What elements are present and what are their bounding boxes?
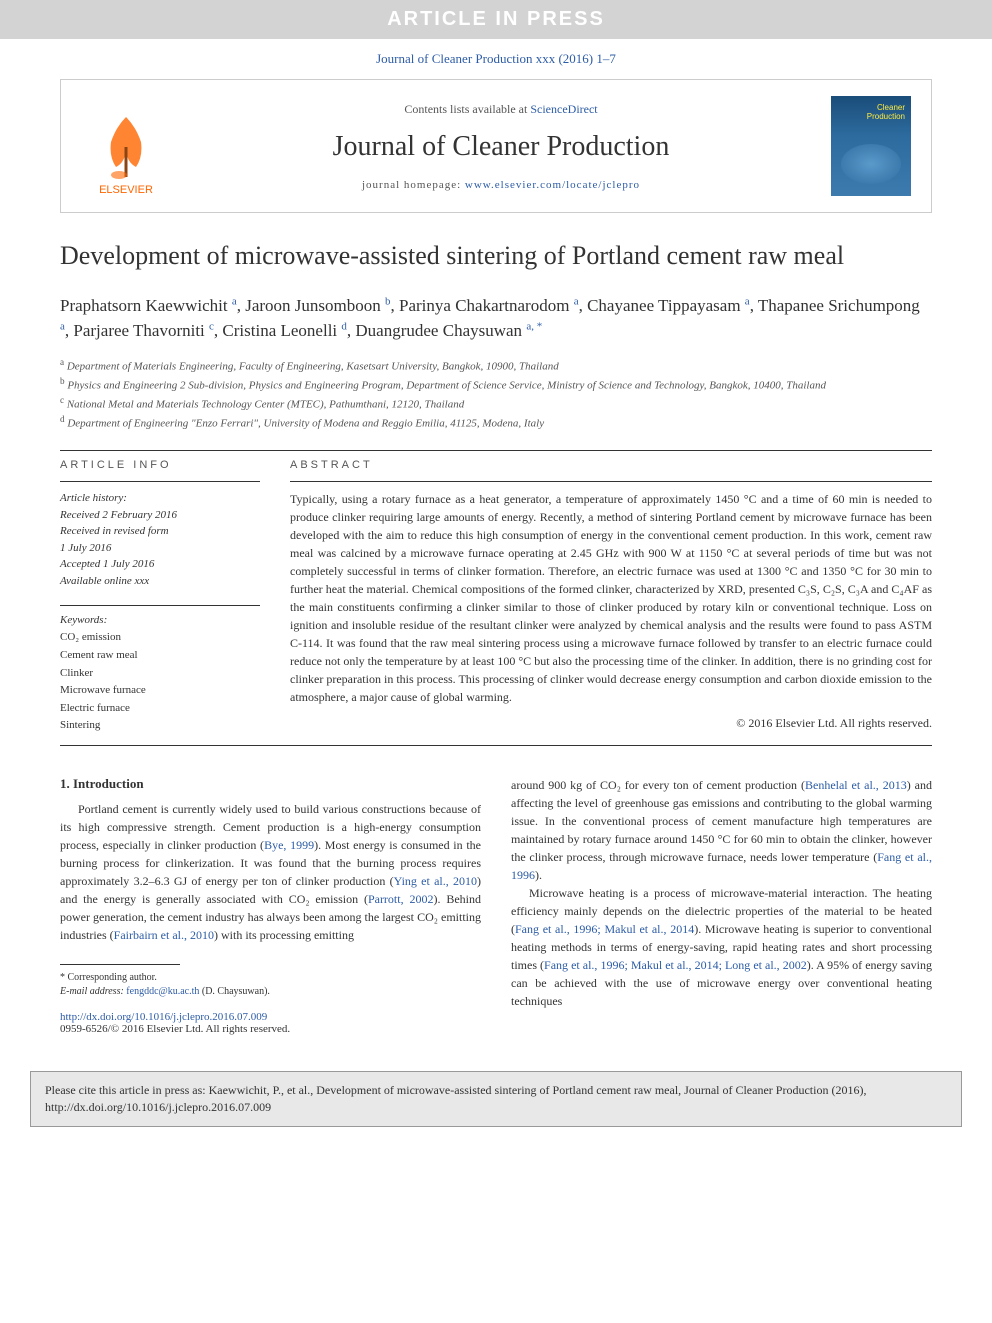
ref-fang-makul-long[interactable]: Fang et al., 1996; Makul et al., 2014; L… bbox=[544, 958, 807, 972]
affiliation-line: d Department of Engineering "Enzo Ferrar… bbox=[60, 413, 932, 432]
abstract-column: ABSTRACT Typically, using a rotary furna… bbox=[290, 459, 932, 735]
author-aff-link[interactable]: a bbox=[745, 296, 750, 315]
article-title: Development of microwave-assisted sinter… bbox=[60, 239, 932, 273]
history-line: Received 2 February 2016 bbox=[60, 507, 260, 524]
journal-homepage-link[interactable]: www.elsevier.com/locate/jclepro bbox=[465, 179, 640, 191]
body-column-right: around 900 kg of CO₂ for every ton of ce… bbox=[511, 776, 932, 1035]
affiliation-line: a Department of Materials Engineering, F… bbox=[60, 356, 932, 375]
article-info-label: ARTICLE INFO bbox=[60, 459, 260, 471]
journal-homepage-line: journal homepage: www.elsevier.com/locat… bbox=[181, 179, 821, 191]
header-center: Contents lists available at ScienceDirec… bbox=[171, 102, 831, 191]
divider-rule bbox=[290, 481, 932, 482]
journal-cover-thumbnail[interactable] bbox=[831, 96, 911, 196]
journal-reference: Journal of Cleaner Production xxx (2016)… bbox=[0, 39, 992, 79]
ref-fang-makul[interactable]: Fang et al., 1996; Makul et al., 2014 bbox=[515, 922, 694, 936]
affiliations: a Department of Materials Engineering, F… bbox=[60, 356, 932, 433]
sciencedirect-link[interactable]: ScienceDirect bbox=[530, 102, 597, 116]
doi-block: http://dx.doi.org/10.1016/j.jclepro.2016… bbox=[60, 1011, 481, 1035]
abstract-copyright: © 2016 Elsevier Ltd. All rights reserved… bbox=[290, 716, 932, 731]
body-column-left: 1. Introduction Portland cement is curre… bbox=[60, 776, 481, 1035]
citation-box: Please cite this article in press as: Ka… bbox=[30, 1071, 962, 1127]
affiliation-line: b Physics and Engineering 2 Sub-division… bbox=[60, 375, 932, 394]
corresponding-author-footnote: * Corresponding author. E-mail address: … bbox=[60, 971, 481, 999]
ref-fairbairn-2010[interactable]: Fairbairn et al., 2010 bbox=[114, 928, 214, 942]
doi-link[interactable]: http://dx.doi.org/10.1016/j.jclepro.2016… bbox=[60, 1011, 267, 1023]
author-aff-link[interactable]: d bbox=[341, 321, 347, 340]
body-columns: 1. Introduction Portland cement is curre… bbox=[60, 776, 932, 1035]
journal-header-box: ELSEVIER Contents lists available at Sci… bbox=[60, 79, 932, 213]
author-aff-link[interactable]: c bbox=[209, 321, 214, 340]
keywords-list: CO₂ emissionCement raw mealClinkerMicrow… bbox=[60, 629, 260, 735]
article-main: Development of microwave-assisted sinter… bbox=[0, 229, 992, 1055]
history-line: 1 July 2016 bbox=[60, 540, 260, 557]
keywords-label: Keywords: bbox=[60, 614, 260, 626]
affiliation-line: c National Metal and Materials Technolog… bbox=[60, 394, 932, 413]
article-in-press-banner: ARTICLE IN PRESS bbox=[0, 0, 992, 39]
author-aff-link[interactable]: a bbox=[232, 296, 237, 315]
article-history: Article history: Received 2 February 201… bbox=[60, 490, 260, 589]
article-info-row: ARTICLE INFO Article history: Received 2… bbox=[60, 459, 932, 735]
contents-available-line: Contents lists available at ScienceDirec… bbox=[181, 102, 821, 117]
journal-title: Journal of Cleaner Production bbox=[181, 131, 821, 163]
elsevier-tree-icon bbox=[91, 107, 161, 182]
divider-rule bbox=[60, 450, 932, 451]
keyword-item: CO₂ emission bbox=[60, 629, 260, 647]
abstract-text: Typically, using a rotary furnace as a h… bbox=[290, 490, 932, 706]
section-heading-intro: 1. Introduction bbox=[60, 776, 481, 792]
divider-rule bbox=[60, 481, 260, 482]
article-info-left: ARTICLE INFO Article history: Received 2… bbox=[60, 459, 260, 735]
intro-paragraph-2: Microwave heating is a process of microw… bbox=[511, 884, 932, 1010]
history-line: Available online xxx bbox=[60, 573, 260, 590]
ref-parrott-2002[interactable]: Parrott, 2002 bbox=[368, 892, 434, 906]
footnote-rule bbox=[60, 964, 180, 965]
ref-bye-1999[interactable]: Bye, 1999 bbox=[264, 838, 314, 852]
elsevier-label: ELSEVIER bbox=[99, 184, 153, 196]
divider-rule bbox=[60, 745, 932, 746]
keyword-item: Sintering bbox=[60, 717, 260, 735]
author-list: Praphatsorn Kaewwichit a, Jaroon Junsomb… bbox=[60, 293, 932, 344]
author-aff-link[interactable]: a bbox=[60, 321, 65, 340]
abstract-label: ABSTRACT bbox=[290, 459, 932, 471]
keyword-item: Microwave furnace bbox=[60, 682, 260, 700]
doi-copyright: 0959-6526/© 2016 Elsevier Ltd. All right… bbox=[60, 1023, 481, 1035]
ref-benhelal-2013[interactable]: Benhelal et al., 2013 bbox=[805, 778, 907, 792]
divider-rule bbox=[60, 605, 260, 606]
history-line: Received in revised form bbox=[60, 523, 260, 540]
keyword-item: Cement raw meal bbox=[60, 647, 260, 665]
history-line: Accepted 1 July 2016 bbox=[60, 556, 260, 573]
author-aff-link[interactable]: a, * bbox=[526, 321, 542, 340]
keyword-item: Electric furnace bbox=[60, 700, 260, 718]
intro-paragraph-1: Portland cement is currently widely used… bbox=[60, 800, 481, 944]
elsevier-logo[interactable]: ELSEVIER bbox=[81, 96, 171, 196]
author-aff-link[interactable]: b bbox=[385, 296, 391, 315]
author-aff-link[interactable]: a bbox=[574, 296, 579, 315]
intro-paragraph-1-cont: around 900 kg of CO₂ for every ton of ce… bbox=[511, 776, 932, 884]
keyword-item: Clinker bbox=[60, 665, 260, 683]
ref-ying-2010[interactable]: Ying et al., 2010 bbox=[394, 874, 477, 888]
corresponding-email-link[interactable]: fengddc@ku.ac.th bbox=[126, 986, 199, 997]
